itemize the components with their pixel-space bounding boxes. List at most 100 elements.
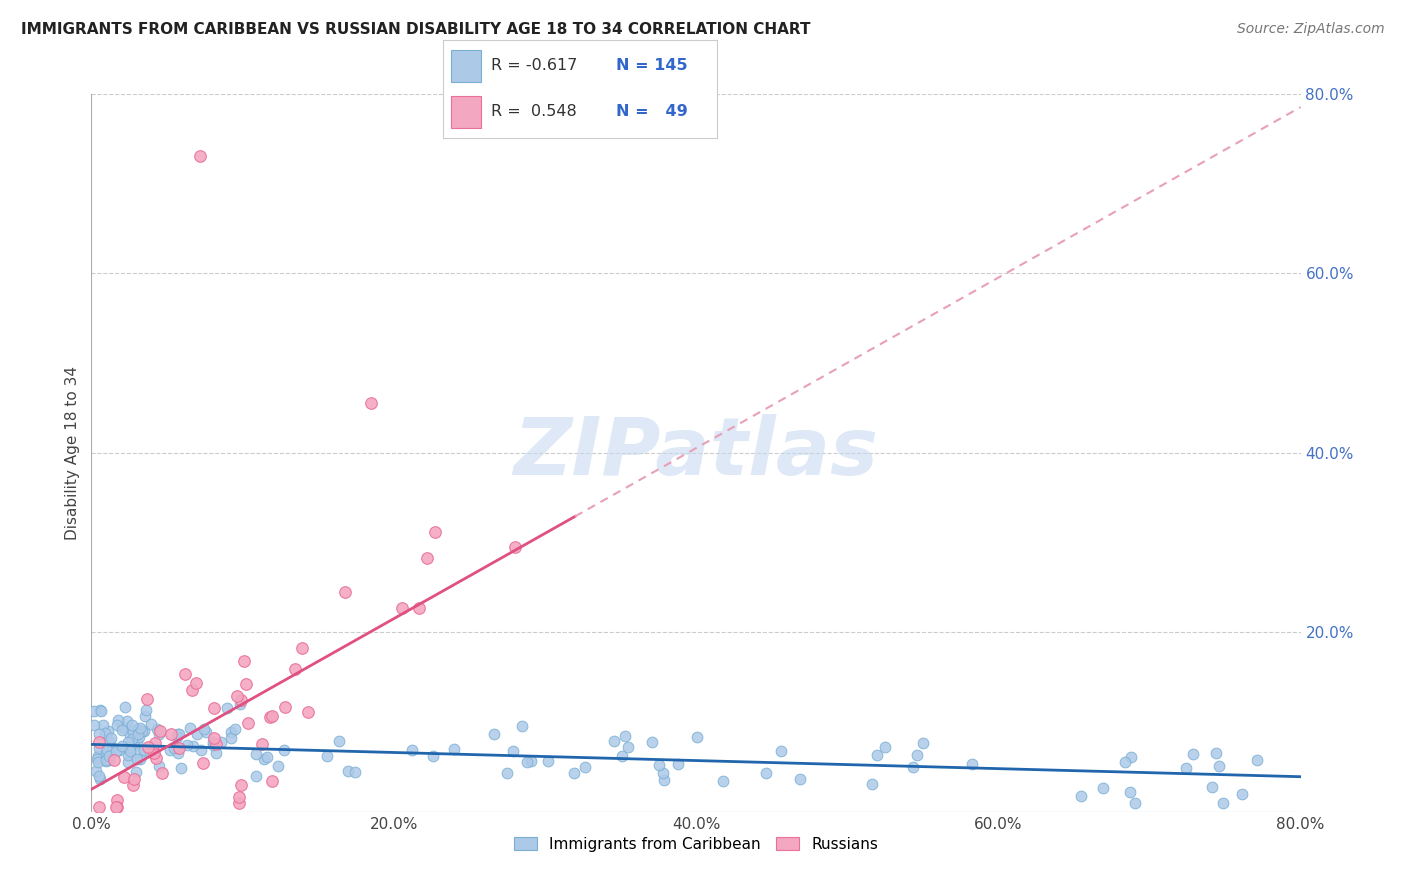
Point (520, 754, 543, 768)
Point (1119, 749, 1142, 764)
Point (117, 741, 139, 756)
Point (769, 744, 792, 758)
Point (186, 727, 208, 741)
Point (1070, 789, 1092, 803)
Text: N =   49: N = 49 (616, 104, 688, 120)
Point (190, 743, 212, 757)
Point (148, 759, 170, 773)
Point (391, 600, 413, 615)
Point (134, 709, 156, 723)
Point (328, 734, 350, 748)
Point (128, 731, 150, 745)
Text: R = -0.617: R = -0.617 (491, 58, 578, 73)
Point (252, 737, 274, 751)
Point (423, 524, 446, 539)
Point (117, 735, 139, 749)
Point (166, 730, 188, 744)
Point (1208, 759, 1230, 773)
Point (94, 725, 117, 739)
Point (125, 765, 148, 780)
Point (316, 749, 339, 764)
Point (166, 747, 188, 761)
Point (233, 654, 256, 668)
Point (960, 757, 983, 772)
Point (652, 773, 675, 788)
Point (170, 760, 193, 774)
Point (101, 740, 124, 755)
Point (117, 714, 139, 728)
Point (401, 743, 423, 757)
Point (132, 723, 155, 738)
Text: N = 145: N = 145 (616, 58, 688, 73)
Point (167, 740, 190, 755)
Point (176, 738, 198, 752)
Point (94, 755, 117, 769)
Point (117, 747, 139, 762)
Point (87, 748, 110, 763)
Point (122, 778, 145, 792)
Point (117, 755, 139, 769)
Point (224, 722, 246, 736)
Point (1181, 747, 1204, 762)
Point (150, 765, 173, 780)
Point (229, 692, 252, 706)
Point (139, 745, 162, 759)
Point (181, 739, 204, 753)
Point (291, 640, 314, 655)
Point (564, 766, 586, 780)
Point (129, 721, 152, 735)
Point (360, 396, 382, 410)
Point (163, 740, 186, 755)
Point (651, 766, 673, 780)
Point (905, 747, 928, 762)
Point (148, 727, 170, 741)
Point (259, 710, 281, 724)
Point (114, 699, 136, 714)
Point (97, 748, 120, 763)
Point (443, 742, 465, 756)
Point (191, 756, 214, 770)
Point (167, 726, 190, 740)
Point (860, 777, 883, 791)
Point (1123, 796, 1146, 810)
Point (135, 703, 157, 717)
Point (89, 772, 111, 786)
Point (343, 764, 366, 779)
Point (219, 724, 242, 739)
Point (202, 735, 225, 749)
Text: ZIPatlas: ZIPatlas (513, 414, 879, 491)
Point (297, 706, 319, 720)
Point (193, 722, 215, 736)
Point (1092, 780, 1115, 795)
Point (496, 766, 519, 780)
Point (911, 736, 934, 750)
FancyBboxPatch shape (451, 96, 481, 128)
Point (105, 717, 128, 731)
Point (118, 744, 141, 758)
Point (209, 735, 232, 749)
Point (121, 732, 143, 747)
Point (98, 734, 121, 748)
Point (337, 764, 360, 779)
Point (160, 727, 183, 741)
Point (260, 773, 283, 788)
FancyBboxPatch shape (451, 50, 481, 82)
Point (83, 718, 105, 732)
Point (121, 717, 143, 731)
Point (516, 756, 538, 770)
Point (194, 724, 217, 739)
Point (112, 770, 135, 784)
Point (202, 731, 225, 745)
Point (205, 746, 228, 760)
Point (94, 753, 117, 767)
Point (91, 718, 114, 732)
Point (107, 800, 129, 814)
Point (613, 730, 636, 744)
Point (229, 697, 252, 711)
Point (167, 727, 190, 741)
Point (231, 778, 253, 792)
Point (273, 743, 295, 757)
Point (574, 760, 596, 774)
Point (1205, 747, 1227, 761)
Point (875, 739, 897, 754)
